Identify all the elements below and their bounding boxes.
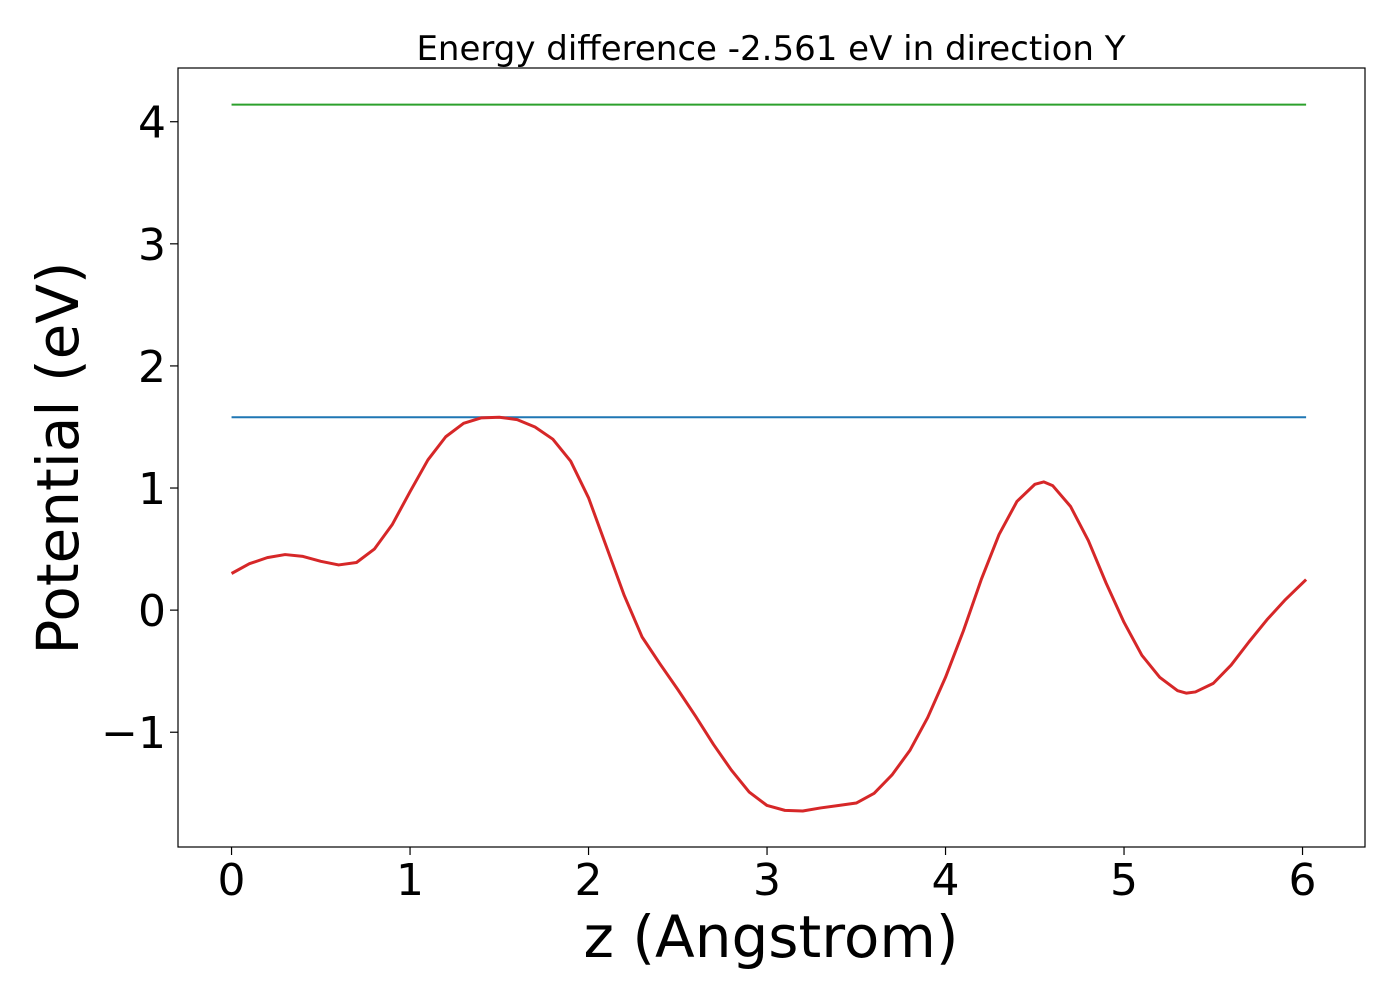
y-tick-label: 0	[138, 586, 166, 637]
x-tick-label: 6	[1289, 855, 1317, 906]
y-tick-label: 3	[138, 220, 166, 271]
x-tick-label: 5	[1110, 855, 1138, 906]
y-tick-label: 4	[138, 98, 166, 149]
x-tick-label: 1	[396, 855, 424, 906]
x-axis-label: z (Angstrom)	[584, 903, 959, 971]
x-tick-label: 0	[218, 855, 246, 906]
series-line-3	[230, 415, 1308, 813]
x-tick-label: 3	[753, 855, 781, 906]
y-tick-label: 1	[138, 464, 166, 515]
y-tick-label: 2	[138, 342, 166, 393]
plot-frame	[177, 67, 1366, 848]
x-tick-label: 2	[575, 855, 603, 906]
y-tick-label: −1	[101, 708, 166, 759]
x-tick-label: 4	[932, 855, 960, 906]
y-axis-ticks: −1 0 1 2 3 4	[101, 98, 178, 759]
plot-area	[230, 103, 1308, 813]
x-axis-ticks: 0 1 2 3 4 5 6	[218, 847, 1317, 906]
y-axis-label: Potential (eV)	[24, 261, 92, 654]
chart-title: Energy difference -2.561 eV in direction…	[416, 29, 1125, 69]
